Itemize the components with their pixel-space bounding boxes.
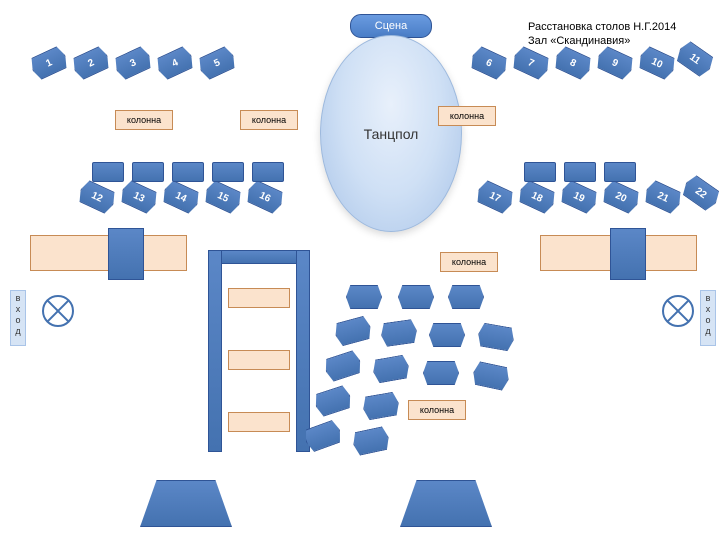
center-table: [351, 426, 391, 457]
column-label: колонна: [240, 110, 298, 130]
table: 19: [558, 179, 601, 216]
right-box: [610, 228, 646, 280]
small-rect: [564, 162, 596, 182]
u-right: [296, 250, 310, 452]
left-box: [108, 228, 144, 280]
table: 3: [112, 45, 155, 82]
table: 21: [642, 179, 685, 216]
stage-text: Сцена: [375, 20, 407, 32]
center-table: [322, 349, 364, 383]
title-line-2: Зал «Скандинавия»: [528, 35, 630, 47]
table: 1: [28, 45, 71, 82]
title-line-1: Расстановка столов Н.Г.2014: [528, 21, 676, 33]
table: 17: [474, 179, 517, 216]
dancefloor: Танцпол: [320, 35, 462, 232]
center-table: [398, 285, 434, 309]
center-table: [448, 285, 484, 309]
small-rect: [132, 162, 164, 182]
table: 22: [679, 173, 720, 213]
center-table: [346, 285, 382, 309]
dancefloor-text: Танцпол: [364, 126, 419, 142]
table: 8: [552, 45, 595, 82]
center-table: [333, 315, 374, 347]
table: 13: [118, 179, 161, 216]
table: 5: [196, 45, 239, 82]
table: 4: [154, 45, 197, 82]
table: 10: [636, 45, 679, 82]
small-rect: [524, 162, 556, 182]
inner-bar: [228, 288, 290, 308]
trapezoid-shape: [400, 480, 492, 527]
round-table: [42, 295, 74, 327]
center-table: [380, 319, 419, 348]
small-rect: [252, 162, 284, 182]
trapezoid-shape: [140, 480, 232, 527]
table: 15: [202, 179, 245, 216]
title-block: Расстановка столов Н.Г.2014 Зал «Скандин…: [528, 20, 708, 49]
small-rect: [92, 162, 124, 182]
inner-bar: [228, 412, 290, 432]
small-rect: [172, 162, 204, 182]
entry-label: вход: [10, 290, 26, 346]
u-top: [208, 250, 310, 264]
small-rect: [604, 162, 636, 182]
table: 6: [468, 45, 511, 82]
round-table: [662, 295, 694, 327]
column-label: колонна: [438, 106, 496, 126]
table: 14: [160, 179, 203, 216]
table: 2: [70, 45, 113, 82]
u-left: [208, 250, 222, 452]
center-table: [471, 361, 511, 392]
entry-label: вход: [700, 290, 716, 346]
column-label: колонна: [440, 252, 498, 272]
table: 9: [594, 45, 637, 82]
inner-bar: [228, 350, 290, 370]
column-label: колонна: [115, 110, 173, 130]
table: 12: [76, 179, 119, 216]
center-table: [423, 361, 459, 385]
table: 16: [244, 179, 287, 216]
center-table: [371, 354, 411, 384]
center-table: [476, 322, 516, 352]
center-table: [361, 391, 401, 421]
table: 20: [600, 179, 643, 216]
small-rect: [212, 162, 244, 182]
table: 18: [516, 179, 559, 216]
table: 7: [510, 45, 553, 82]
column-label: колонна: [408, 400, 466, 420]
center-table: [312, 384, 354, 418]
center-table: [429, 323, 465, 347]
